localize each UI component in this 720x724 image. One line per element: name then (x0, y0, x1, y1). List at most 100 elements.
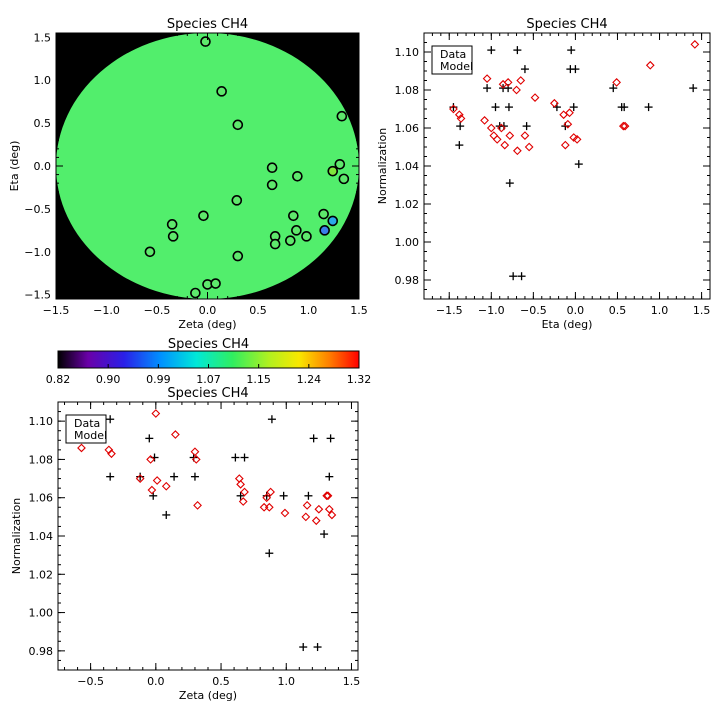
eta-data-point (513, 46, 522, 55)
map-title: Species CH4 (167, 17, 248, 32)
eta-data-point (522, 122, 531, 131)
zeta-data-point (309, 434, 318, 443)
map-point (198, 210, 209, 222)
eta-model-point (565, 108, 574, 118)
zeta-data-point (299, 643, 308, 652)
eta-xtick-label: −1.5 (436, 304, 463, 317)
eta-data-point (520, 65, 529, 74)
eta-model-point (560, 140, 570, 150)
zeta-data-point (106, 415, 115, 424)
eta-ytick-label: 1.00 (395, 236, 420, 249)
map-point (231, 195, 243, 206)
zeta-xtick-label: −0.5 (77, 675, 104, 688)
colorbar-tick-label: 1.15 (246, 373, 271, 386)
zeta-ytick-label: 1.04 (29, 530, 54, 543)
colorbar: Species CH4 0.82 0.90 0.99 1.07 1.15 1.24 1.32 (46, 337, 372, 386)
colorbar-tick-label: 1.32 (347, 373, 372, 386)
eta-model-point (454, 110, 464, 120)
eta-axes: Species CH4 −1.5 −1.0 −0.5 0.0 0.5 1.0 1.5 0.98 1… (376, 17, 711, 331)
colorbar-title: Species CH4 (168, 337, 249, 352)
zeta-model-point (135, 474, 145, 483)
map-point (269, 238, 281, 250)
zeta-model-point (190, 447, 200, 457)
eta-model-point (563, 119, 573, 129)
zeta-title: Species CH4 (167, 386, 248, 401)
map-xtick-label: 1.0 (300, 304, 318, 317)
map-xtick-label: 0.5 (249, 304, 267, 317)
map-xtick-label: 1.5 (350, 304, 368, 317)
zeta-xtick-label: 1.0 (278, 675, 296, 688)
zeta-data-point (313, 643, 322, 652)
map-point (210, 278, 221, 289)
zeta-series-model (77, 409, 337, 526)
eta-data-point (689, 84, 698, 93)
map-point (200, 36, 211, 47)
map-point (167, 231, 179, 242)
eta-ytick-label: 1.08 (395, 84, 420, 97)
eta-model-point (550, 98, 559, 108)
eta-model-point (612, 78, 622, 87)
map-point (336, 110, 348, 122)
eta-xlabel: Eta (deg) (542, 318, 593, 331)
map-plot (56, 33, 359, 299)
zeta-data-point (170, 472, 179, 481)
eta-xtick-label: −1.0 (478, 304, 505, 317)
zeta-ytick-label: 1.10 (29, 415, 54, 428)
eta-model-point (530, 93, 540, 102)
eta-model-point (618, 121, 628, 131)
zeta-data-point (262, 491, 271, 500)
map-point (144, 246, 156, 258)
eta-legend-data: Data (440, 48, 466, 61)
eta-data-point (571, 65, 580, 74)
map-axes: Species CH4 −1.5 −1.0 −0.5 0.0 0.5 1.0 1.5 −1.5 −… (8, 17, 368, 331)
eta-model-point (489, 131, 499, 140)
zeta-model-point (280, 508, 290, 518)
zeta-data-point (231, 453, 240, 462)
map-point (327, 215, 339, 227)
zeta-data-point (265, 549, 274, 558)
eta-data-point (569, 103, 578, 112)
zeta-data-point (136, 472, 145, 481)
eta-data-point (449, 103, 458, 112)
eta-model-point (497, 123, 506, 133)
eta-model-point (503, 78, 513, 87)
colorbar-tick-label: 1.24 (297, 373, 322, 386)
eta-data-point (644, 103, 653, 112)
eta-data-point (509, 272, 518, 281)
map-point (318, 208, 329, 220)
zeta-ytick-label: 1.08 (29, 453, 54, 466)
eta-model-point (516, 76, 526, 85)
zeta-model-point (314, 504, 324, 514)
zeta-model-point (107, 449, 116, 459)
map-point (166, 219, 178, 230)
eta-xtick-label: 0.5 (609, 304, 627, 317)
zeta-model-point (236, 479, 245, 489)
zeta-legend-model: Model (74, 429, 107, 442)
map-xtick-label: −1.0 (93, 304, 120, 317)
map-point (319, 225, 330, 236)
zeta-data-point (145, 434, 154, 443)
eta-legend-box (431, 45, 473, 75)
eta-data-point (455, 141, 464, 150)
eta-data-point (505, 179, 514, 188)
eta-series-model (449, 40, 700, 156)
zeta-data-point (279, 491, 288, 500)
zeta-model-point (193, 500, 202, 510)
eta-model-point (524, 142, 534, 152)
map-ytick-label: −1.0 (24, 246, 51, 259)
map-point (190, 287, 201, 299)
zeta-model-point (301, 512, 311, 522)
eta-title: Species CH4 (526, 17, 607, 32)
zeta-model-point (77, 443, 86, 453)
eta-ytick-label: 1.06 (395, 122, 420, 135)
zeta-series-data (106, 415, 335, 652)
eta-model-point (500, 140, 510, 150)
eta-data-point (456, 122, 465, 131)
zeta-model-point (323, 491, 333, 501)
map-xtick-label: 0.0 (199, 304, 217, 317)
colorbar-tick-label: 0.99 (146, 373, 171, 386)
zeta-data-point (162, 510, 171, 519)
eta-model-point (690, 40, 700, 49)
eta-data-point (487, 46, 496, 55)
